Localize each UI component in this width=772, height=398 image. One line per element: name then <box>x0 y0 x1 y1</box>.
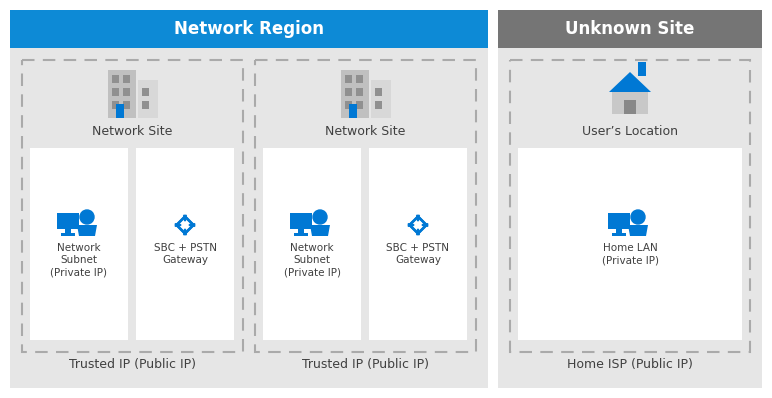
Text: Home ISP (Public IP): Home ISP (Public IP) <box>567 358 693 371</box>
Polygon shape <box>310 225 330 236</box>
Circle shape <box>80 210 94 224</box>
Text: Trusted IP (Public IP): Trusted IP (Public IP) <box>69 358 196 371</box>
Bar <box>112 88 119 96</box>
Bar <box>356 75 363 83</box>
Bar <box>518 148 742 340</box>
Bar <box>612 92 648 114</box>
Polygon shape <box>77 225 97 236</box>
Bar <box>616 229 622 234</box>
Bar <box>112 75 119 83</box>
Bar <box>22 60 243 352</box>
Bar <box>341 70 369 118</box>
Text: Network Site: Network Site <box>92 125 172 138</box>
Bar <box>10 10 488 48</box>
Text: Network
Subnet
(Private IP): Network Subnet (Private IP) <box>50 243 107 278</box>
Bar <box>345 101 352 109</box>
Bar <box>345 88 352 96</box>
Polygon shape <box>609 72 651 92</box>
Bar <box>371 80 391 118</box>
Text: SBC + PSTN
Gateway: SBC + PSTN Gateway <box>154 243 216 265</box>
Bar <box>290 213 312 229</box>
Bar <box>356 88 363 96</box>
Bar <box>510 60 750 352</box>
Bar <box>356 101 363 109</box>
Text: SBC + PSTN
Gateway: SBC + PSTN Gateway <box>387 243 449 265</box>
Bar <box>123 88 130 96</box>
Bar <box>345 75 352 83</box>
Bar <box>116 104 124 118</box>
Bar <box>136 148 234 340</box>
Bar <box>123 75 130 83</box>
Bar <box>123 101 130 109</box>
Bar <box>608 213 630 229</box>
Bar <box>369 148 467 340</box>
Bar <box>142 88 149 96</box>
Bar <box>638 62 646 76</box>
Text: Network Site: Network Site <box>325 125 405 138</box>
Bar <box>61 233 75 236</box>
Bar <box>498 10 762 48</box>
Bar <box>255 60 476 352</box>
Bar <box>30 148 128 340</box>
Bar <box>57 213 79 229</box>
Text: Unknown Site: Unknown Site <box>565 20 695 38</box>
Text: Network Region: Network Region <box>174 20 324 38</box>
Bar <box>142 101 149 109</box>
Text: Network
Subnet
(Private IP): Network Subnet (Private IP) <box>283 243 340 278</box>
Text: Home LAN
(Private IP): Home LAN (Private IP) <box>601 243 659 265</box>
Bar <box>375 88 382 96</box>
Text: User’s Location: User’s Location <box>582 125 678 138</box>
Bar <box>375 101 382 109</box>
Circle shape <box>631 210 645 224</box>
Bar <box>624 100 636 114</box>
Bar <box>349 104 357 118</box>
Bar <box>298 229 304 234</box>
Circle shape <box>313 210 327 224</box>
Bar <box>294 233 308 236</box>
Bar <box>138 80 158 118</box>
Bar <box>263 148 361 340</box>
Bar <box>108 70 136 118</box>
Polygon shape <box>628 225 648 236</box>
Bar <box>498 10 762 388</box>
Bar <box>612 233 626 236</box>
Bar <box>65 229 71 234</box>
Text: Trusted IP (Public IP): Trusted IP (Public IP) <box>302 358 429 371</box>
Bar <box>112 101 119 109</box>
Bar <box>10 10 488 388</box>
